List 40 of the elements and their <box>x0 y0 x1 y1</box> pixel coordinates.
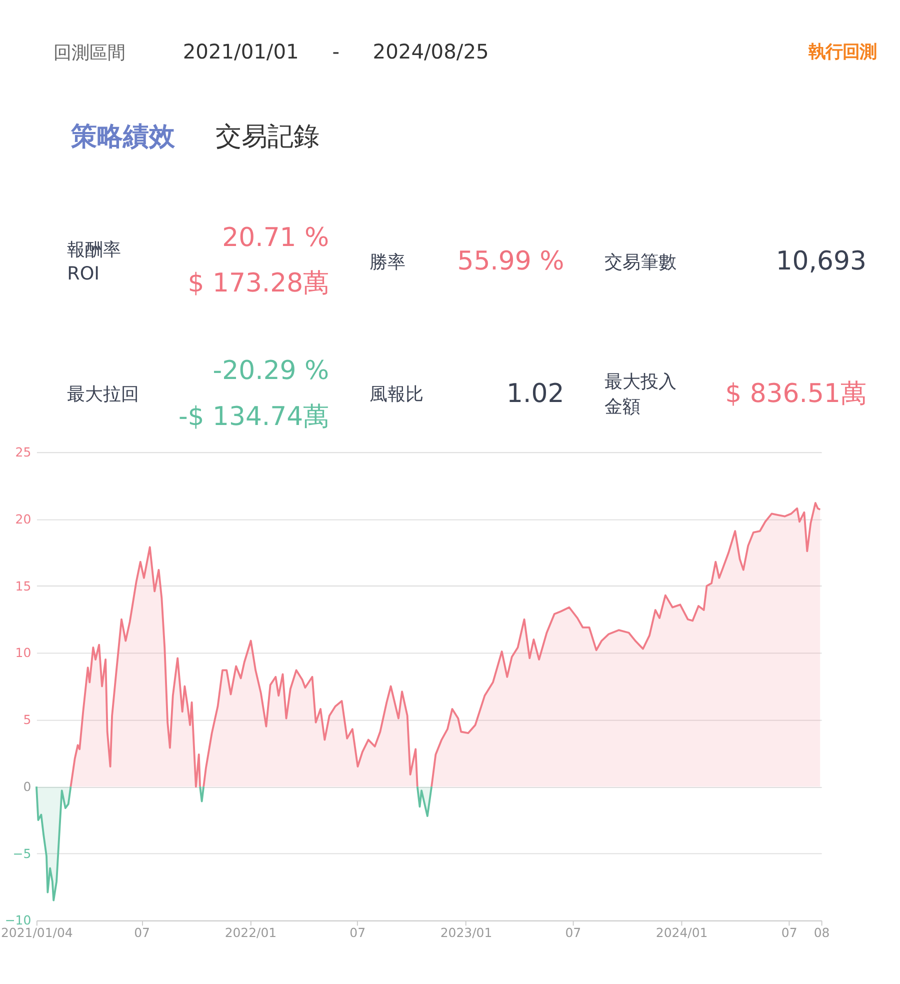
text: $ 836.51萬 <box>725 379 866 410</box>
text: 2024/08/25 <box>372 40 489 64</box>
text: $ 173.28萬 <box>188 268 330 299</box>
text: 策略績效 <box>70 122 176 152</box>
x-tick-label: 2024/01 <box>656 925 708 940</box>
text: 交易筆數 <box>604 252 676 273</box>
text: - <box>332 40 340 64</box>
x-tick-label: 2021/01/04 <box>1 925 73 940</box>
y-tick-label: 20 <box>15 511 32 526</box>
text: 執行回測 <box>807 42 876 63</box>
x-tick-label: 07 <box>781 925 798 940</box>
y-tick-label: 5 <box>23 712 32 728</box>
text: 10,693 <box>776 246 866 277</box>
text: 最大投入 <box>604 372 676 393</box>
text: 交易記錄 <box>216 122 320 152</box>
y-tick-label: 0 <box>23 778 32 794</box>
text: ROI <box>67 263 100 284</box>
y-tick-label: 25 <box>15 444 32 460</box>
text: 2021/01/01 <box>182 40 299 64</box>
text: 55.99 % <box>457 246 564 277</box>
x-tick-label: 2022/01 <box>224 925 277 940</box>
y-tick-label: −5 <box>12 846 32 861</box>
y-tick-label: 15 <box>15 578 32 594</box>
y-tick-label: −10 <box>4 912 32 928</box>
text: 最大拉回 <box>67 384 140 406</box>
text: -$ 134.74萬 <box>178 402 330 432</box>
text: 風報比 <box>369 384 424 406</box>
y-tick-label: 10 <box>15 645 32 660</box>
x-tick-label: 07 <box>565 925 582 940</box>
text: 1.02 <box>506 379 564 410</box>
text: 金額 <box>604 396 640 418</box>
text: 報酬率 <box>67 239 122 260</box>
text: 20.71 % <box>222 222 330 253</box>
x-tick-label: 07 <box>134 925 150 940</box>
text: 勝率 <box>369 252 406 273</box>
text: -20.29 % <box>212 356 330 386</box>
text: 回測區間 <box>54 42 126 64</box>
x-tick-label: 2023/01 <box>440 925 492 940</box>
x-tick-label: 08 <box>814 925 830 940</box>
x-tick-label: 07 <box>350 925 366 940</box>
